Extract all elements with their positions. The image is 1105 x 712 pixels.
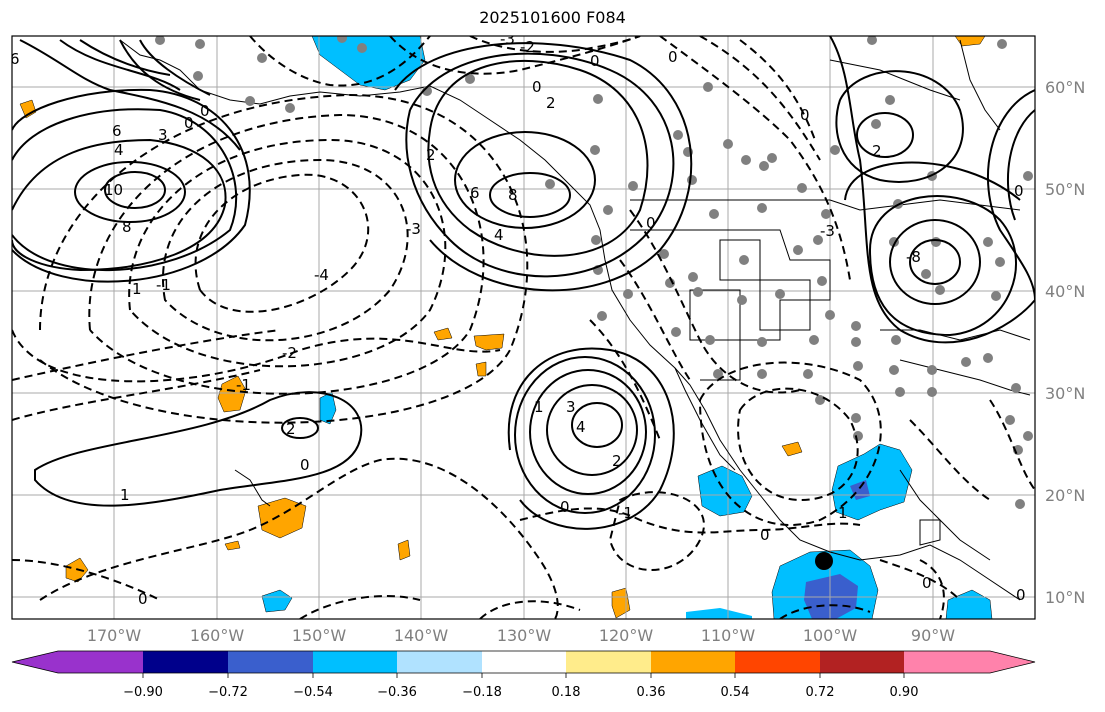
contour-label: 2 [286, 420, 296, 438]
contour-label: 0 [300, 456, 310, 474]
lon-label: 130°W [497, 626, 552, 645]
colorbar-segment [482, 651, 566, 673]
contour-label: 6 [112, 122, 122, 140]
contour-label: -4 [314, 266, 329, 284]
lon-label: 170°W [87, 626, 142, 645]
storm-position-marker [815, 552, 833, 570]
lon-label: 110°W [701, 626, 756, 645]
colorbar-tick-label: 0.54 [721, 685, 750, 700]
colorbar-tick-label: −0.54 [293, 685, 333, 700]
contour-label: -3 [406, 220, 421, 238]
contour-label: -3 [500, 30, 515, 48]
colorbar-tick-label: −0.72 [208, 685, 248, 700]
contour-label: 0 [668, 48, 678, 66]
contour-label: 2 [426, 146, 436, 164]
colorbar-segment [143, 651, 228, 673]
map-border [11, 35, 1036, 620]
contour-label: -2 [282, 344, 297, 362]
contour-label: 2 [546, 94, 556, 112]
station-dots [155, 36, 1033, 509]
contour-label: -1 [236, 376, 251, 394]
colorbar-tick-label: 0.18 [552, 685, 581, 700]
contour-label: 0 [760, 526, 770, 544]
contour-label: 3 [566, 398, 576, 416]
lat-label: 20°N [1045, 486, 1085, 505]
contour-label: -2 [520, 38, 535, 56]
contour-label: 4 [114, 141, 124, 159]
contour-label: 1 [534, 398, 544, 416]
contour-label: 2 [612, 452, 622, 470]
contour-label: 8 [508, 186, 518, 204]
lon-label: 120°W [599, 626, 654, 645]
colorbar-segment [228, 651, 313, 673]
contour-label: 4 [576, 418, 586, 436]
colorbar-segment [990, 651, 1035, 673]
contour-label: 0 [1014, 182, 1024, 200]
lon-label: 150°W [292, 626, 347, 645]
contour-label: 8 [122, 218, 132, 236]
colorbar-segment [651, 651, 735, 673]
longitude-labels: 170°W 160°W 150°W 140°W 130°W 120°W 110°… [87, 626, 955, 645]
colorbar-tick-label: 0.72 [806, 685, 835, 700]
contour-label: -8 [906, 248, 921, 266]
colorbar-tick-label: 0.36 [637, 685, 666, 700]
colorbar-tick-label: −0.90 [123, 685, 163, 700]
colorbar: −0.90 −0.72 −0.54 −0.36 −0.18 0.18 0.36 … [11, 650, 1036, 700]
contour-label: 1 [120, 486, 130, 504]
solid-contours [12, 36, 1035, 530]
lat-label: 50°N [1045, 180, 1085, 199]
colorbar-segment [735, 651, 820, 673]
graticule [12, 36, 1035, 619]
contour-labels: 6 4 10 8 3 0 0 -4 -3 -2 -1 -1 1 -3 -2 0 … [10, 30, 1026, 608]
contour-label: 0 [200, 102, 210, 120]
contour-label: 0 [138, 590, 148, 608]
contour-label: -1 [618, 504, 633, 522]
contour-label: 0 [560, 498, 570, 516]
map-title: 2025101600 F084 [479, 8, 626, 27]
contour-label: 3 [158, 126, 168, 144]
contour-label: 0 [590, 52, 600, 70]
contour-label: -1 [156, 276, 171, 294]
colorbar-tick-label: 0.90 [890, 685, 919, 700]
colorbar-segment [904, 651, 990, 673]
colorbar-segment [58, 651, 143, 673]
contour-label: 0 [800, 106, 810, 124]
colorbar-segment [820, 651, 904, 673]
colorbar-segment [12, 651, 58, 673]
lon-label: 140°W [394, 626, 449, 645]
latitude-labels: 60°N 50°N 40°N 30°N 20°N 10°N [1045, 78, 1085, 607]
lon-label: 90°W [911, 626, 955, 645]
contour-label: 2 [872, 142, 882, 160]
colorbar-tick-label: −0.36 [377, 685, 417, 700]
dashed-contours [12, 36, 1035, 619]
colorbar-segment [397, 651, 482, 673]
lat-label: 10°N [1045, 588, 1085, 607]
contour-label: 0 [532, 78, 542, 96]
contour-label: 0 [646, 214, 656, 232]
contour-label: 1 [838, 504, 848, 522]
lon-label: 100°W [803, 626, 858, 645]
contour-label: 6 [10, 50, 20, 68]
colorbar-segment [313, 651, 397, 673]
colorbar-tick-label: −0.18 [462, 685, 502, 700]
contour-label: 0 [184, 114, 194, 132]
colorbar-segment [566, 651, 651, 673]
lat-label: 30°N [1045, 384, 1085, 403]
shaded-anomalies [19, 36, 993, 619]
contour-label: 1 [132, 280, 142, 298]
lat-label: 60°N [1045, 78, 1085, 97]
contour-label: 10 [104, 181, 123, 199]
contour-label: 4 [494, 226, 504, 244]
contour-label: 6 [470, 184, 480, 202]
contour-label: 0 [1016, 586, 1026, 604]
lat-label: 40°N [1045, 282, 1085, 301]
contour-label: 0 [922, 574, 932, 592]
contour-label: -3 [820, 222, 835, 240]
lon-label: 160°W [190, 626, 245, 645]
